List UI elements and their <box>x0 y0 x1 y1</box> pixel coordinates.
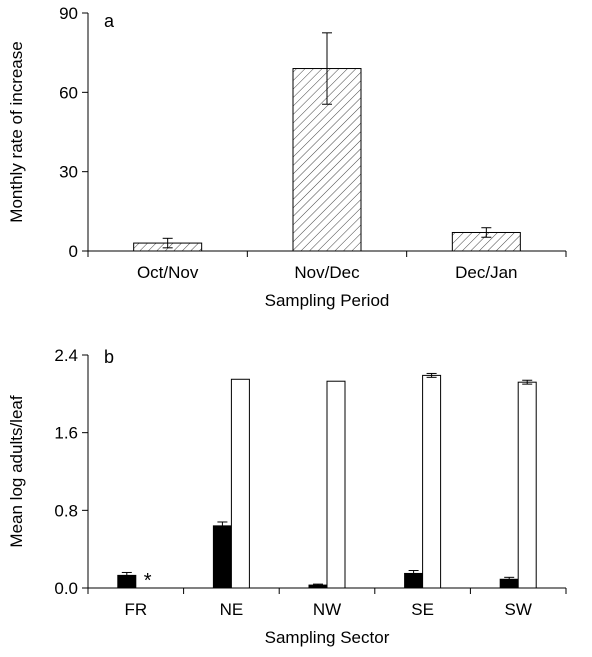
x-tick-label: FR <box>124 600 147 619</box>
panel-label-a: a <box>104 11 115 31</box>
y-axis-label-b: Mean log adults/leaf <box>7 395 26 547</box>
y-tick-label: 30 <box>59 163 78 182</box>
x-tick-label: Dec/Jan <box>455 263 517 282</box>
y-tick-label: 2.4 <box>54 346 78 365</box>
bar <box>212 525 232 589</box>
x-tick-label: NW <box>313 600 341 619</box>
x-tick-label: SE <box>411 600 434 619</box>
bar <box>230 378 250 589</box>
y-tick-label: 60 <box>59 83 78 102</box>
x-tick-label: Oct/Nov <box>137 263 199 282</box>
x-axis-label-b: Sampling Sector <box>265 628 390 647</box>
panel-label-b: b <box>104 347 114 367</box>
bars-a <box>133 32 521 252</box>
y-tick-label: 0.0 <box>54 579 78 598</box>
axes-b: 0.0 0.8 1.6 2.4 FR NE NW SE SW <box>54 346 567 619</box>
x-tick-label: SW <box>505 600 532 619</box>
chart-panel-a: a Monthly rate of increase Sampling Peri… <box>7 4 567 310</box>
y-axis-label-a: Monthly rate of increase <box>7 41 26 222</box>
significance-asterisk: * <box>144 570 152 592</box>
bar <box>422 374 442 589</box>
x-tick-label: Nov/Dec <box>294 263 360 282</box>
y-tick-label: 0.8 <box>54 501 78 520</box>
y-tick-label: 1.6 <box>54 424 78 443</box>
bars-b: * <box>117 372 537 592</box>
x-tick-label: NE <box>220 600 244 619</box>
y-tick-label: 0 <box>69 242 78 261</box>
bar <box>326 380 346 589</box>
y-tick-label: 90 <box>59 4 78 23</box>
bar <box>517 381 537 589</box>
x-axis-label-a: Sampling Period <box>265 291 390 310</box>
chart-panel-b: b Mean log adults/leaf Sampling Sector 0… <box>7 346 567 647</box>
